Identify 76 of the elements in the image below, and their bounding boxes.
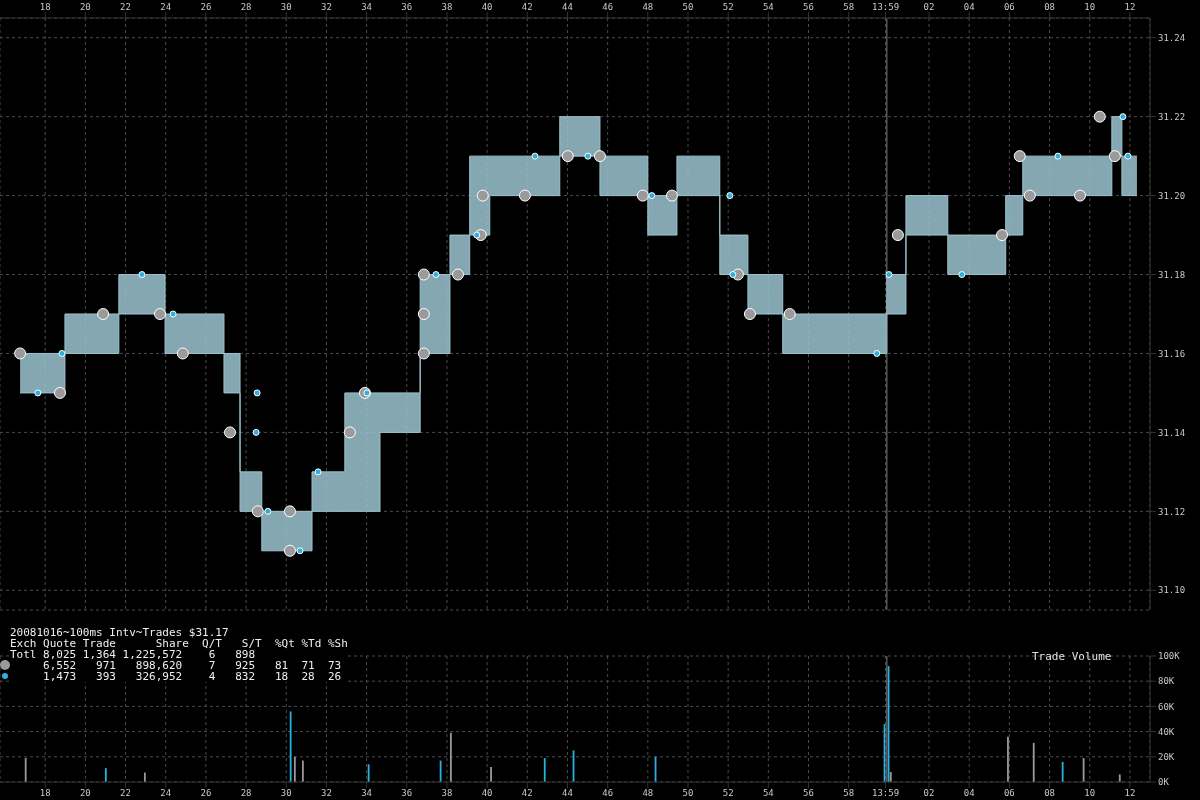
- x-tick-label: 06: [1003, 788, 1015, 799]
- y-tick-label: 100K: [1158, 651, 1181, 662]
- x-tick-label: 18: [39, 2, 51, 12]
- x-tick-label: 46: [602, 788, 614, 799]
- x-tick-label: 42: [521, 788, 533, 799]
- y-tick-label: 31.12: [1158, 506, 1186, 517]
- x-tick-label: 12: [1124, 2, 1136, 12]
- x-tick-label: 54: [762, 788, 774, 799]
- x-tick-label: 06: [1003, 2, 1015, 12]
- annotation: 6,552 971 898,620 7 925 81 71 73: [42, 659, 343, 672]
- x-tick-label: 50: [682, 788, 694, 799]
- x-tick-label: 44: [562, 788, 573, 799]
- x-tick-label: 58: [843, 2, 855, 12]
- x-tick-label: 40: [481, 2, 493, 12]
- text: 20081016~100ms Intv~Trades $31.17: [10, 626, 230, 639]
- x-tick-label: 20: [79, 788, 91, 799]
- x-tick-label: 04: [963, 2, 975, 12]
- x-tick-label: 24: [160, 788, 172, 799]
- x-tick-label: 28: [240, 788, 252, 799]
- x-tick-label: 13:59: [871, 788, 900, 799]
- y-tick-label: 80K: [1158, 676, 1175, 687]
- x-tick-label: 44: [562, 2, 573, 12]
- x-tick-label: 22: [120, 788, 131, 799]
- chart-title: Trade Volume: [1032, 650, 1112, 663]
- x-tick-label: 38: [441, 2, 453, 12]
- x-tick-label: 36: [401, 2, 413, 12]
- x-tick-label: 46: [602, 2, 614, 12]
- x-tick-label: 24: [160, 2, 172, 12]
- x-tick-label: 36: [401, 788, 413, 799]
- x-tick-label: 10: [1084, 788, 1096, 799]
- x-tick-label: 28: [240, 2, 252, 12]
- x-tick-label: 34: [361, 2, 373, 12]
- x-tick-label: 52: [722, 2, 734, 12]
- x-tick-label: 48: [642, 788, 654, 799]
- x-tick-label: 48: [642, 2, 654, 12]
- x-tick-label: 02: [923, 2, 935, 12]
- x-tick-label: 52: [722, 788, 734, 799]
- x-tick-label: 54: [762, 2, 774, 12]
- x-tick-label: 34: [361, 788, 373, 799]
- x-tick-label: 32: [321, 788, 332, 799]
- x-tick-label: 20: [79, 2, 91, 12]
- x-tick-label: 08: [1044, 2, 1055, 12]
- x-tick-label: 26: [200, 788, 212, 799]
- x-tick-label: 58: [843, 788, 855, 799]
- x-tick-label: 04: [963, 788, 975, 799]
- annotation: 1,473 393 326,952 4 832 18 28 26: [42, 670, 343, 683]
- x-tick-label: 02: [923, 788, 935, 799]
- x-tick-label: 18: [39, 788, 51, 799]
- y-tick-label: 31.14: [1158, 427, 1186, 438]
- y-tick-label: 0K: [1158, 777, 1170, 788]
- y-tick-label: 40K: [1158, 726, 1175, 737]
- y-tick-label: 31.18: [1158, 269, 1186, 280]
- x-tick-label: 56: [803, 2, 814, 12]
- x-tick-label: 10: [1084, 2, 1096, 12]
- text: Exch Quote Trade Share Q/T S/T %Qt %Td %Sh: [10, 637, 348, 650]
- x-tick-label: 32: [321, 2, 332, 12]
- y-tick-label: 60K: [1158, 701, 1175, 712]
- x-tick-label: 30: [280, 788, 292, 799]
- annotation: Totl 8,025 1,364 1,225,572 6 898: [10, 648, 257, 661]
- y-tick-label: 31.10: [1158, 585, 1186, 596]
- x-tick-label: 12: [1124, 788, 1136, 799]
- x-tick-label: 40: [481, 788, 493, 799]
- x-tick-label: 42: [521, 2, 533, 12]
- x-tick-label: 38: [441, 788, 453, 799]
- x-tick-label: 50: [682, 2, 694, 12]
- x-tick-label: 56: [803, 788, 814, 799]
- x-tick-label: 22: [120, 2, 131, 12]
- y-tick-label: 31.20: [1158, 190, 1186, 201]
- y-tick-label: 31.16: [1158, 348, 1186, 359]
- y-tick-label: 31.22: [1158, 111, 1186, 122]
- x-tick-label: 30: [280, 2, 292, 12]
- x-tick-label: 08: [1044, 788, 1055, 799]
- y-tick-label: 31.24: [1158, 32, 1186, 43]
- x-tick-label: 13:59: [871, 2, 900, 12]
- x-tick-label: 26: [200, 2, 212, 12]
- y-tick-label: 20K: [1158, 751, 1175, 762]
